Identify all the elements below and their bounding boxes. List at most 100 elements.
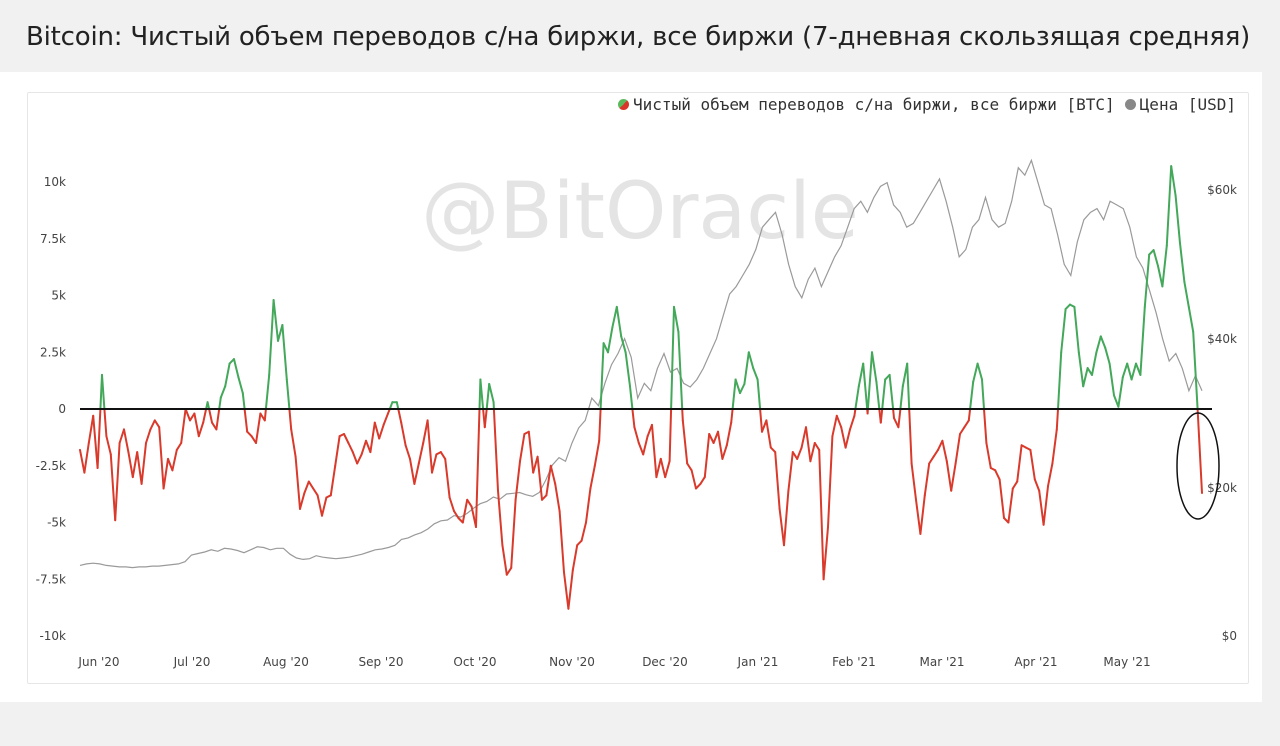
netflow-segment [567,569,574,610]
netflow-segment [105,435,112,456]
netflow-segment [576,539,583,547]
netflow-segment [140,442,147,485]
y-right-tick: $20k [1207,481,1237,495]
netflow-segment [303,480,310,494]
netflow-segment [796,446,803,460]
netflow-segment [365,439,372,454]
netflow-segment [343,433,350,444]
page-title: Bitcoin: Чистый объем переводов с/на бир… [26,22,1251,52]
netflow-segment [118,428,125,444]
netflow-segment [835,414,843,429]
legend-label-price: Цена [USD] [1139,95,1236,114]
netflow-segment [475,408,481,528]
x-tick-label: May '21 [1103,655,1150,669]
netflow-segment [831,414,838,438]
netflow-segment [554,482,561,513]
y-left-tick: -5k [47,516,66,530]
y-left-tick: -10k [39,629,66,643]
netflow-segment [959,426,966,435]
netflow-segment [527,430,535,474]
netflow-segment [1143,253,1151,308]
netflow-segment [1038,489,1045,526]
netflow-segment [208,408,213,424]
netflow-segment [761,419,768,433]
netflow-segment [444,457,451,499]
netflow-segment [774,451,781,510]
y-left-tick: 0 [58,402,66,416]
netflow-segment [941,439,948,463]
netflow-segment [233,358,240,379]
legend-item-netflow[interactable]: Чистый объем переводов с/на биржи, все б… [618,95,1115,114]
netflow-segment [853,408,857,417]
netflow-segment [281,324,288,381]
netflow-segment [910,462,917,501]
netflow-segment [1104,346,1111,365]
netflow-segment [937,439,944,451]
netflow-segment [180,408,187,444]
netflow-segment [1042,485,1049,526]
netflow-segment [321,496,328,517]
netflow-segment [1064,303,1071,311]
x-axis: Jun '20 Jul '20 Aug '20 Sep '20 Oct '20 Nov '… [77,655,1150,669]
netflow-segment [1073,305,1080,354]
x-tick-label: Feb '21 [832,655,876,669]
netflow-segment [127,451,134,479]
netflow-segment [1170,165,1177,197]
netflow-segment [923,462,931,497]
netflow-segment [193,412,200,438]
y-right-axis: $60k $40k $20k $0 [1207,183,1237,643]
netflow-segment [787,451,794,492]
netflow-segment [983,408,988,444]
netflow-segment [589,464,596,490]
netflow-segment [87,414,95,444]
netflow-segment [1051,428,1058,465]
netflow-segment [360,439,367,456]
netflow-segment [976,362,983,381]
legend-item-price[interactable]: Цена [USD] [1124,95,1236,114]
netflow-segment [642,435,649,456]
netflow-segment [237,376,244,395]
netflow-segment [439,451,447,460]
x-tick-label: Dec '20 [642,655,688,669]
netflow-segment [1179,242,1186,283]
netflow-segment [854,385,860,410]
netflow-segment [791,451,799,460]
netflow-segment [1057,351,1063,410]
netflow-segment [703,433,711,479]
netflow-segment [501,544,508,576]
netflow-segment [670,305,675,410]
netflow-segment [202,408,208,424]
x-tick-label: Jul '20 [173,655,211,669]
x-tick-label: Oct '20 [453,655,496,669]
netflow-segment [651,423,658,479]
netflow-segment [536,455,543,501]
netflow-segment [840,426,847,449]
netflow-segment [972,362,979,383]
netflow-segment [162,457,169,490]
netflow-segment [255,412,262,444]
netflow-segment [1047,462,1054,488]
netflow-segment [857,362,865,388]
netflow-segment [288,408,293,431]
netflow-segment [1055,408,1059,431]
netflow-segment [145,428,152,444]
netflow-segment [756,378,762,410]
netflow-segment [731,378,737,410]
netflow-segment [1029,448,1036,481]
netflow-segment [730,408,734,424]
netflow-segment [1130,362,1137,381]
netflow-segment [1016,444,1023,483]
netflow-segment [813,442,821,451]
x-tick-label: Mar '21 [919,655,964,669]
netflow-segment [998,478,1005,519]
netflow-segment [79,448,86,474]
price-legend-icon [1124,99,1136,110]
netflow-segment [721,444,728,460]
netflow-segment [866,351,873,410]
netflow-segment [945,460,953,492]
netflow-segment [1108,362,1115,397]
netflow-segment [488,383,495,404]
netflow-segment [558,510,565,574]
netflow-segment [114,442,121,522]
netflow-segment [413,462,420,485]
